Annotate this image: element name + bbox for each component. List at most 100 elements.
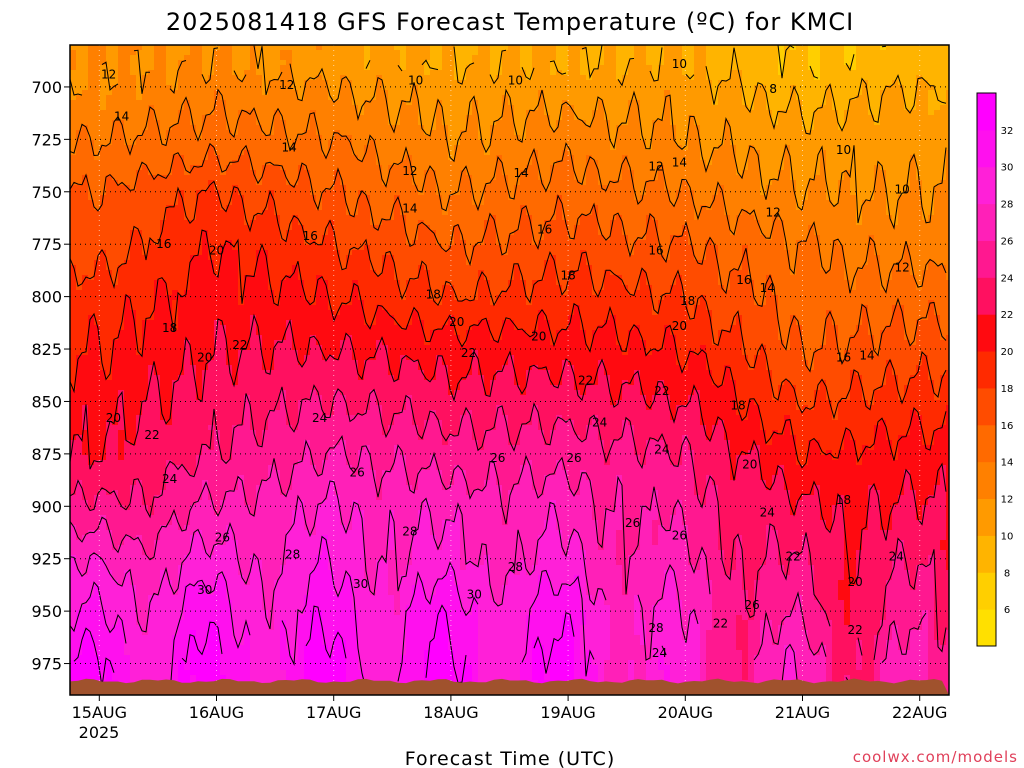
field-cell bbox=[238, 200, 245, 206]
field-cell bbox=[136, 610, 143, 616]
field-cell bbox=[262, 325, 269, 331]
field-cell bbox=[226, 625, 233, 631]
field-cell bbox=[94, 390, 101, 396]
field-cell bbox=[124, 375, 131, 381]
field-cell bbox=[76, 215, 83, 221]
field-cell bbox=[148, 440, 155, 446]
field-cell bbox=[160, 515, 167, 521]
field-cell bbox=[214, 475, 221, 481]
field-cell bbox=[220, 520, 227, 526]
field-cell bbox=[232, 245, 239, 251]
field-cell bbox=[256, 300, 263, 306]
field-cell bbox=[118, 195, 125, 201]
field-cell bbox=[262, 275, 269, 281]
field-cell bbox=[190, 110, 197, 116]
field-cell bbox=[190, 70, 197, 76]
field-cell bbox=[292, 200, 299, 206]
field-cell bbox=[112, 75, 119, 81]
field-cell bbox=[286, 155, 293, 161]
field-cell bbox=[184, 415, 191, 421]
field-cell bbox=[70, 375, 77, 381]
field-cell bbox=[166, 610, 173, 616]
field-cell bbox=[106, 50, 113, 56]
field-cell bbox=[130, 145, 137, 151]
field-cell bbox=[232, 655, 239, 661]
field-cell bbox=[292, 275, 299, 281]
field-cell bbox=[70, 275, 77, 281]
field-cell bbox=[244, 85, 251, 91]
field-cell bbox=[136, 470, 143, 476]
field-cell bbox=[154, 580, 161, 586]
field-cell bbox=[106, 215, 113, 221]
field-cell bbox=[196, 650, 203, 656]
field-cell bbox=[178, 485, 185, 491]
field-cell bbox=[208, 205, 215, 211]
field-cell bbox=[160, 640, 167, 646]
field-cell bbox=[178, 545, 185, 551]
field-cell bbox=[160, 140, 167, 146]
field-cell bbox=[202, 670, 209, 676]
field-cell bbox=[130, 500, 137, 506]
field-cell bbox=[226, 650, 233, 656]
field-cell bbox=[82, 505, 89, 511]
field-cell bbox=[88, 195, 95, 201]
field-cell bbox=[178, 490, 185, 496]
field-cell bbox=[214, 305, 221, 311]
field-cell bbox=[196, 460, 203, 466]
field-cell bbox=[148, 225, 155, 231]
field-cell bbox=[148, 195, 155, 201]
field-cell bbox=[178, 610, 185, 616]
field-cell bbox=[274, 560, 281, 566]
field-cell bbox=[232, 265, 239, 271]
field-cell bbox=[148, 600, 155, 606]
field-cell bbox=[214, 260, 221, 266]
field-cell bbox=[184, 455, 191, 461]
field-cell bbox=[190, 555, 197, 561]
field-cell bbox=[286, 370, 293, 376]
field-cell bbox=[196, 485, 203, 491]
field-cell bbox=[136, 605, 143, 611]
field-cell bbox=[220, 265, 227, 271]
field-cell bbox=[136, 320, 143, 326]
field-cell bbox=[142, 95, 149, 101]
field-cell bbox=[244, 365, 251, 371]
field-cell bbox=[70, 165, 77, 171]
field-cell bbox=[208, 250, 215, 256]
field-cell bbox=[274, 300, 281, 306]
field-cell bbox=[256, 660, 263, 666]
field-cell bbox=[82, 120, 89, 126]
field-cell bbox=[172, 360, 179, 366]
field-cell bbox=[190, 200, 197, 206]
field-cell bbox=[82, 475, 89, 481]
field-cell bbox=[292, 430, 299, 436]
field-cell bbox=[166, 525, 173, 531]
field-cell bbox=[124, 630, 131, 636]
field-cell bbox=[190, 215, 197, 221]
field-cell bbox=[268, 500, 275, 506]
field-cell bbox=[184, 105, 191, 111]
field-cell bbox=[286, 230, 293, 236]
field-cell bbox=[70, 505, 77, 511]
field-cell bbox=[118, 230, 125, 236]
field-cell bbox=[118, 580, 125, 586]
field-cell bbox=[292, 600, 299, 606]
field-cell bbox=[274, 315, 281, 321]
field-cell bbox=[232, 490, 239, 496]
field-cell bbox=[148, 625, 155, 631]
field-cell bbox=[226, 300, 233, 306]
field-cell bbox=[100, 485, 107, 491]
field-cell bbox=[232, 275, 239, 281]
field-cell bbox=[208, 600, 215, 606]
field-cell bbox=[202, 305, 209, 311]
field-cell bbox=[262, 310, 269, 316]
field-cell bbox=[274, 55, 281, 61]
field-cell bbox=[190, 220, 197, 226]
field-cell bbox=[214, 450, 221, 456]
field-cell bbox=[142, 195, 149, 201]
field-cell bbox=[88, 655, 95, 661]
field-cell bbox=[268, 530, 275, 536]
field-cell bbox=[106, 590, 113, 596]
field-cell bbox=[136, 245, 143, 251]
field-cell bbox=[70, 225, 77, 231]
field-cell bbox=[82, 225, 89, 231]
